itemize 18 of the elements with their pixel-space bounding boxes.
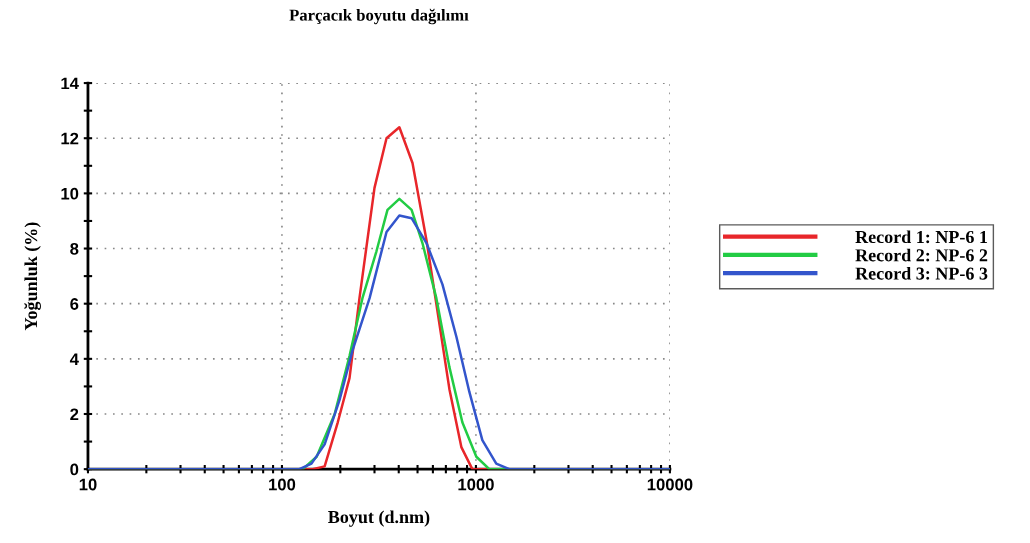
x-tick-label: 10	[79, 478, 97, 491]
x-tick-label: 10000	[647, 478, 693, 491]
y-tick-label: 10	[61, 187, 79, 200]
y-tick-label: 14	[61, 77, 79, 90]
legend-label: Record 2: NP-6 2	[855, 248, 988, 262]
y-axis-title: Yoğunluk (%)	[24, 222, 41, 331]
x-tick-label: 1000	[458, 478, 494, 491]
y-tick-label: 12	[61, 132, 79, 145]
legend-label: Record 1: NP-6 1	[855, 230, 988, 244]
x-axis-title: Boyut (d.nm)	[328, 510, 430, 527]
y-tick-label: 6	[70, 298, 79, 310]
legend-label: Record 3: NP-6 3	[855, 266, 988, 280]
y-tick-label: 2	[70, 408, 79, 421]
y-tick-label: 0	[70, 463, 79, 476]
x-tick-label: 100	[269, 478, 296, 491]
y-tick-label: 8	[70, 242, 79, 255]
chart-title: Parçacık boyutu dağılımı	[289, 8, 469, 25]
y-tick-label: 4	[69, 353, 79, 365]
